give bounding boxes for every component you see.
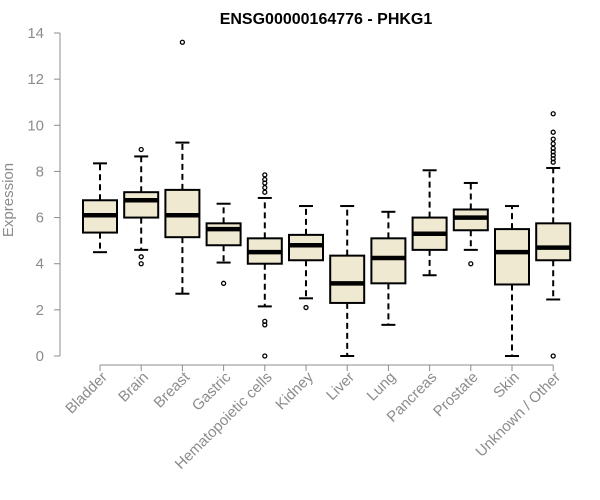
x-tick-label: Liver (323, 369, 358, 404)
outlier-point (550, 145, 556, 152)
box (123, 191, 160, 219)
y-tick-label: 6 (36, 210, 44, 227)
y-tick-label: 12 (27, 71, 44, 88)
box (329, 254, 366, 304)
chart-title: ENSG00000164776 - PHKG1 (220, 11, 433, 28)
outlier-point (550, 136, 556, 142)
y-tick-label: 4 (36, 256, 44, 273)
x-tick-label: Brain (115, 369, 152, 406)
outlier-point (138, 254, 144, 260)
outlier-point (262, 184, 268, 191)
outlier-point (468, 261, 474, 267)
outlier-point (220, 280, 227, 286)
x-tick-label: Bladder (62, 369, 111, 418)
box (370, 237, 407, 285)
box (288, 233, 324, 262)
y-tick-label: 14 (27, 25, 44, 42)
box (452, 208, 489, 232)
y-tick-label: 0 (36, 348, 44, 365)
outlier-point (550, 111, 556, 117)
x-tick-label: Skin (490, 369, 523, 402)
outlier-point (262, 353, 268, 359)
outlier-point (550, 141, 556, 147)
x-tick-label: Prostate (430, 369, 482, 421)
x-tick-label: Kidney (272, 368, 317, 413)
outlier-point (550, 129, 556, 135)
outlier-point (550, 353, 556, 359)
y-tick-label: 2 (36, 302, 44, 319)
y-tick-label: 8 (36, 163, 44, 180)
outlier-point (262, 189, 268, 195)
outlier-point (303, 304, 309, 311)
outlier-point (262, 172, 268, 178)
x-tick-label: Breast (151, 368, 194, 411)
box (535, 222, 572, 262)
outlier-point (138, 146, 144, 153)
outlier-point (262, 322, 268, 328)
outlier-point (138, 261, 144, 267)
x-tick-label: Lung (364, 369, 400, 405)
box (494, 228, 530, 286)
outlier-point (262, 176, 268, 183)
y-axis-label: Expression (0, 163, 17, 237)
y-tick-label: 10 (27, 117, 44, 134)
outlier-point (179, 39, 186, 45)
box (205, 222, 242, 247)
